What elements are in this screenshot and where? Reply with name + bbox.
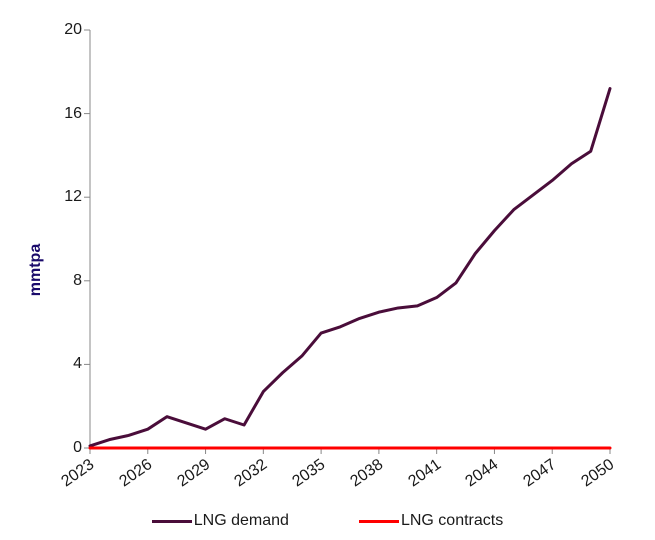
legend-label: LNG contracts: [401, 512, 503, 530]
x-tick-label: 2038: [347, 456, 386, 491]
series-line: [90, 89, 610, 446]
y-tick-label: 20: [64, 21, 90, 39]
y-tick-label: 16: [64, 105, 90, 123]
y-tick-label: 8: [73, 272, 90, 290]
x-tick-label: 2047: [521, 456, 560, 491]
legend-item-demand: LNG demand: [152, 512, 289, 530]
lng-chart: mmtpa 0481216202023202620292032203520382…: [0, 0, 655, 540]
y-tick-label: 12: [64, 188, 90, 206]
y-tick-label: 0: [73, 439, 90, 457]
x-tick-label: 2044: [463, 456, 502, 491]
x-tick-label: 2029: [174, 456, 213, 491]
legend-item-contracts: LNG contracts: [359, 512, 503, 530]
x-tick-label: 2050: [578, 456, 617, 491]
y-axis-label: mmtpa: [27, 244, 45, 296]
plot-area: 0481216202023202620292032203520382041204…: [90, 30, 610, 448]
x-tick-label: 2032: [232, 456, 271, 491]
x-tick-label: 2035: [290, 456, 329, 491]
legend-label: LNG demand: [194, 512, 289, 530]
x-tick-label: 2041: [405, 456, 444, 491]
x-tick-label: 2026: [116, 456, 155, 491]
series-svg: [90, 30, 610, 448]
legend-swatch-contracts: [359, 520, 399, 523]
legend: LNG demand LNG contracts: [0, 512, 655, 530]
x-tick-label: 2023: [58, 456, 97, 491]
y-tick-label: 4: [73, 355, 90, 373]
legend-swatch-demand: [152, 520, 192, 523]
